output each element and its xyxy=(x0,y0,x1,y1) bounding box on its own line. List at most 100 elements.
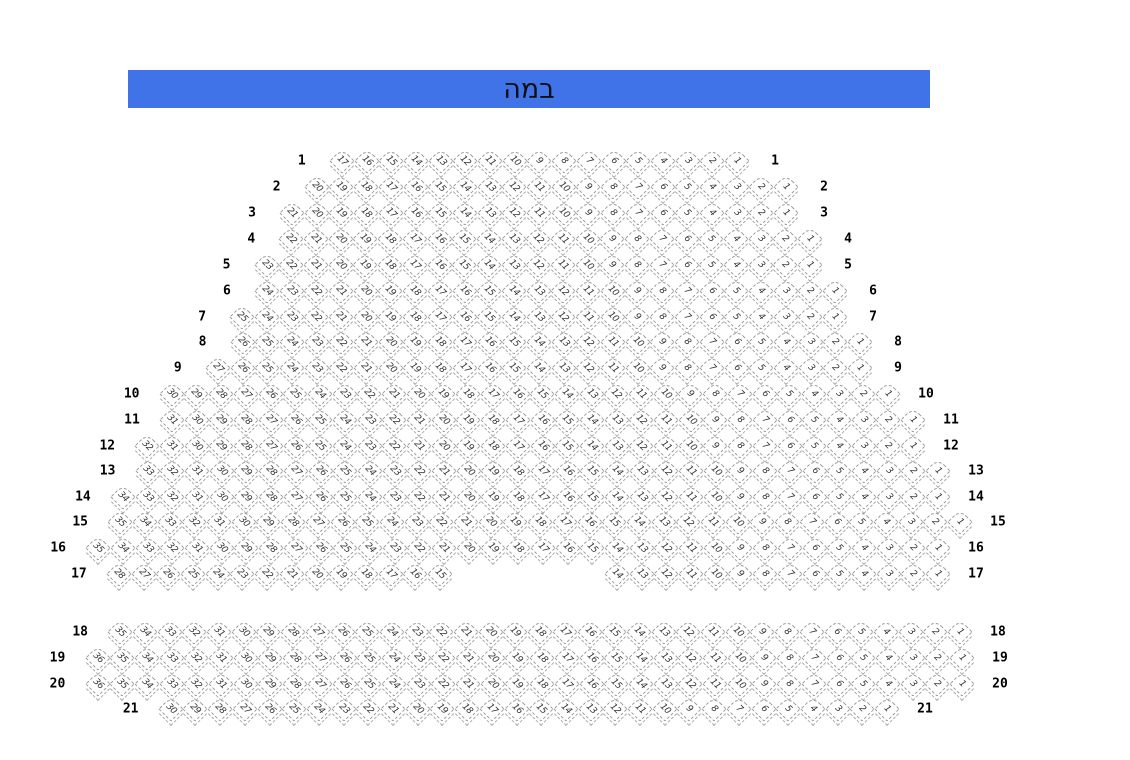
seat[interactable]: 9 xyxy=(727,561,754,587)
seat[interactable]: 14 xyxy=(526,355,552,381)
seat[interactable]: 6 xyxy=(723,329,750,355)
seat[interactable]: 23 xyxy=(303,355,330,381)
seat[interactable]: 10 xyxy=(724,509,751,535)
seat[interactable]: 12 xyxy=(550,304,577,330)
seat[interactable]: 16 xyxy=(529,407,556,433)
seat[interactable]: 8 xyxy=(649,304,675,330)
seat[interactable]: 20 xyxy=(430,433,457,459)
seat[interactable]: 5 xyxy=(850,671,876,697)
seat[interactable]: 15 xyxy=(579,484,605,510)
seat[interactable]: 9 xyxy=(526,148,553,174)
seat[interactable]: 24 xyxy=(204,561,231,587)
seat[interactable]: 13 xyxy=(577,696,604,722)
seat[interactable]: 31 xyxy=(206,619,232,645)
seat[interactable]: 17 xyxy=(480,381,506,407)
seat[interactable]: 24 xyxy=(379,509,405,535)
seat[interactable]: 14 xyxy=(626,619,652,645)
seat[interactable]: 21 xyxy=(453,509,479,535)
seat[interactable]: 17 xyxy=(505,407,531,433)
seat[interactable]: 10 xyxy=(550,200,577,226)
seat[interactable]: 4 xyxy=(699,200,725,226)
seat[interactable]: 7 xyxy=(726,696,752,722)
seat[interactable]: 19 xyxy=(502,509,529,535)
seat[interactable]: 9 xyxy=(751,671,778,697)
seat[interactable]: 3 xyxy=(875,458,902,484)
seat[interactable]: 3 xyxy=(850,407,877,433)
seat[interactable]: 35 xyxy=(85,535,111,561)
seat[interactable]: 15 xyxy=(427,200,453,226)
seat[interactable]: 17 xyxy=(530,458,556,484)
seat[interactable]: 4 xyxy=(650,148,676,174)
seat[interactable]: 2 xyxy=(924,671,951,697)
seat[interactable]: 12 xyxy=(677,645,704,671)
seat[interactable]: 18 xyxy=(455,381,481,407)
seat[interactable]: 27 xyxy=(283,484,309,510)
seat[interactable]: 5 xyxy=(826,535,852,561)
seat[interactable]: 19 xyxy=(504,671,531,697)
seat[interactable]: 5 xyxy=(625,148,651,174)
seat[interactable]: 30 xyxy=(208,535,235,561)
seat[interactable]: 24 xyxy=(357,484,383,510)
seat[interactable]: 6 xyxy=(801,561,828,587)
seat[interactable]: 6 xyxy=(801,484,828,510)
seat[interactable]: 24 xyxy=(254,278,280,304)
seat[interactable]: 29 xyxy=(255,509,282,535)
seat[interactable]: 33 xyxy=(156,509,183,535)
seat[interactable]: 7 xyxy=(649,226,675,252)
seat[interactable]: 4 xyxy=(801,381,827,407)
seat[interactable]: 34 xyxy=(134,645,160,671)
seat[interactable]: 26 xyxy=(229,329,256,355)
seat[interactable]: 18 xyxy=(527,509,553,535)
seat[interactable]: 25 xyxy=(307,407,333,433)
seat[interactable]: 11 xyxy=(700,619,726,645)
seat[interactable]: 6 xyxy=(698,278,725,304)
seat[interactable]: 16 xyxy=(576,509,603,535)
seat[interactable]: 15 xyxy=(476,278,502,304)
seat[interactable]: 2 xyxy=(922,619,949,645)
seat[interactable]: 16 xyxy=(554,458,581,484)
seat[interactable]: 22 xyxy=(278,226,305,252)
seat[interactable]: 24 xyxy=(306,696,332,722)
seat[interactable]: 6 xyxy=(750,696,777,722)
seat[interactable]: 25 xyxy=(254,329,280,355)
seat[interactable]: 3 xyxy=(875,484,902,510)
seat[interactable]: 17 xyxy=(552,509,578,535)
seat[interactable]: 4 xyxy=(748,278,774,304)
seat[interactable]: 19 xyxy=(504,645,531,671)
seat[interactable]: 14 xyxy=(452,200,478,226)
seat[interactable]: 35 xyxy=(109,671,135,697)
seat[interactable]: 20 xyxy=(303,561,330,587)
seat[interactable]: 9 xyxy=(727,535,754,561)
seat[interactable]: 10 xyxy=(624,329,651,355)
seat[interactable]: 24 xyxy=(381,671,407,697)
seat[interactable]: 4 xyxy=(826,407,852,433)
seat[interactable]: 12 xyxy=(501,200,528,226)
seat[interactable]: 12 xyxy=(525,226,552,252)
seat[interactable]: 21 xyxy=(303,252,329,278)
seat[interactable]: 15 xyxy=(476,304,502,330)
seat[interactable]: 27 xyxy=(205,355,231,381)
seat[interactable]: 12 xyxy=(628,407,655,433)
seat[interactable]: 16 xyxy=(353,148,380,174)
seat[interactable]: 7 xyxy=(801,645,827,671)
seat[interactable]: 28 xyxy=(258,484,284,510)
seat[interactable]: 14 xyxy=(626,509,652,535)
seat[interactable]: 15 xyxy=(554,407,580,433)
seat[interactable]: 29 xyxy=(255,619,282,645)
seat[interactable]: 30 xyxy=(183,433,210,459)
seat[interactable]: 9 xyxy=(649,329,676,355)
seat[interactable]: 15 xyxy=(427,561,453,587)
seat[interactable]: 21 xyxy=(380,696,406,722)
seat[interactable]: 10 xyxy=(574,252,601,278)
seat[interactable]: 13 xyxy=(476,174,503,200)
seat[interactable]: 25 xyxy=(282,381,308,407)
seat[interactable]: 3 xyxy=(772,278,799,304)
seat[interactable]: 6 xyxy=(801,458,828,484)
seat[interactable]: 32 xyxy=(181,619,208,645)
seat[interactable]: 30 xyxy=(208,484,235,510)
seat[interactable]: 30 xyxy=(183,407,210,433)
seat[interactable]: 28 xyxy=(233,407,259,433)
seat[interactable]: 11 xyxy=(526,174,552,200)
seat[interactable]: 3 xyxy=(899,645,926,671)
seat[interactable]: 23 xyxy=(278,304,305,330)
